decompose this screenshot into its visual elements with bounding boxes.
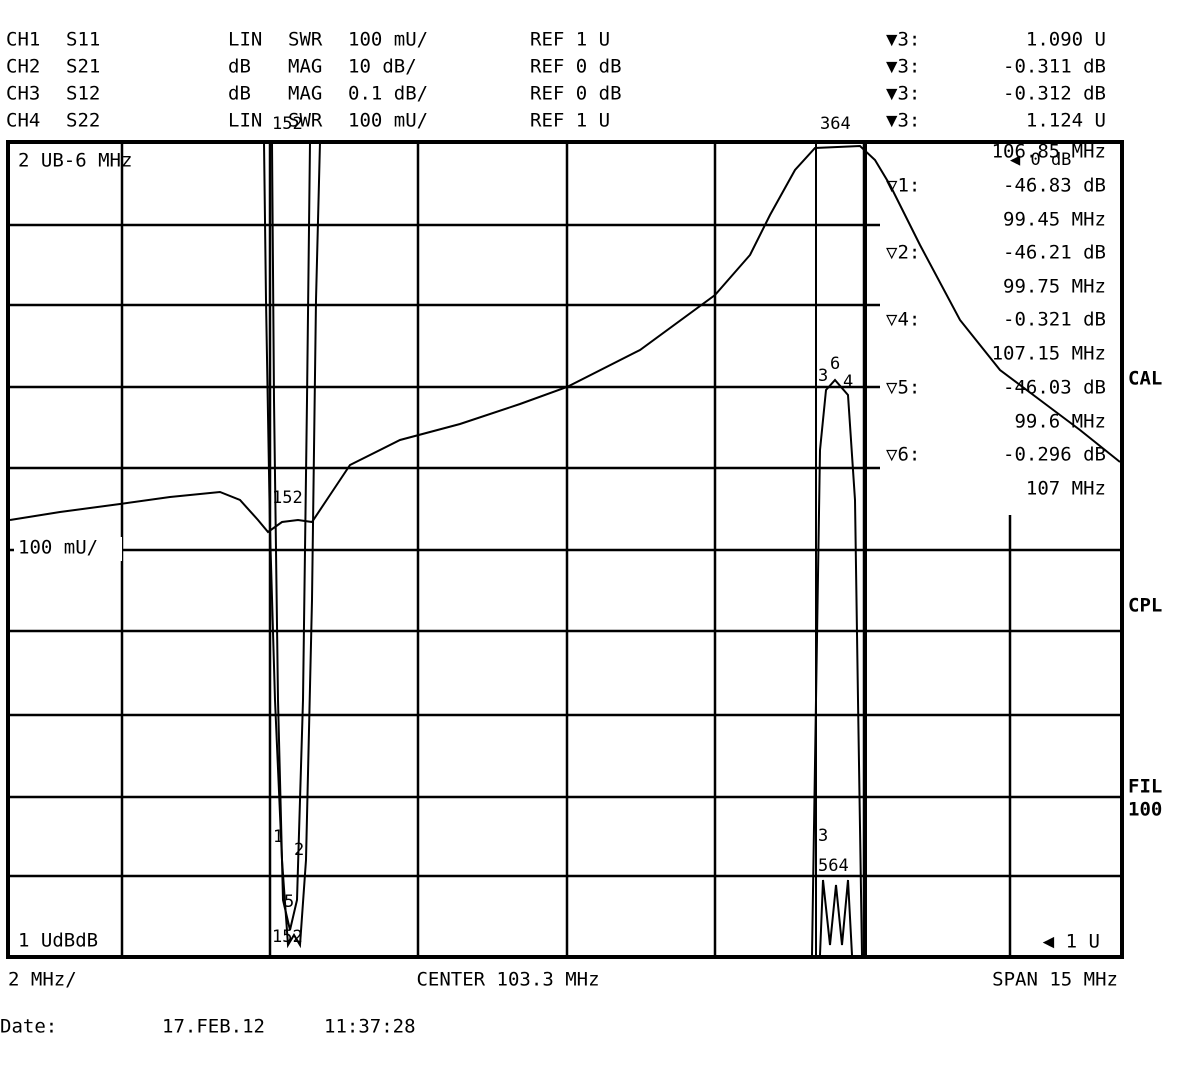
- param: S21: [66, 56, 100, 78]
- kind: SWR: [288, 29, 323, 51]
- format: LIN: [228, 29, 262, 51]
- marker-value: -0.321 dB: [1003, 309, 1106, 331]
- header: CH1 S11 LIN SWR 100 mU/ REF 1 U CH2 S21 …: [6, 29, 1106, 132]
- marker-id: ▼3:: [886, 29, 920, 51]
- marker-value: -46.03 dB: [1003, 377, 1106, 399]
- plot-label: 1 UdBdB: [18, 930, 98, 952]
- trace-marker: 1: [273, 827, 283, 847]
- marker-freq: 99.45 MHz: [1003, 209, 1106, 231]
- marker-freq: 106.85 MHz: [992, 141, 1106, 163]
- format: LIN: [228, 110, 262, 132]
- trace-marker: 5: [284, 892, 294, 912]
- marker-value: -0.311 dB: [1003, 56, 1106, 78]
- trace-marker: 152: [272, 114, 303, 134]
- marker-id: ▽5:: [886, 377, 920, 399]
- marker-freq: 107.15 MHz: [992, 343, 1106, 365]
- time: 11:37:28: [324, 1016, 416, 1038]
- trace-marker: 6: [830, 354, 840, 374]
- marker-value: 1.124 U: [1026, 110, 1106, 132]
- param: S11: [66, 29, 100, 51]
- span: SPAN 15 MHz: [992, 969, 1118, 991]
- trace-marker: 152: [272, 488, 303, 508]
- trace-s11: [9, 144, 1121, 534]
- scale: 0.1 dB/: [348, 83, 428, 105]
- marker-value: -46.21 dB: [1003, 242, 1106, 264]
- marker-panel-bg: [880, 145, 1120, 510]
- footer: 2 MHz/ CENTER 103.3 MHz SPAN 15 MHz Date…: [0, 969, 1118, 1038]
- marker-value: 1.090 U: [1026, 29, 1106, 51]
- trace-s12-low: [271, 141, 311, 931]
- scale: 2 MHz/: [8, 969, 77, 991]
- format: dB: [228, 83, 251, 105]
- marker-value: -0.312 dB: [1003, 83, 1106, 105]
- marker-id: ▽6:: [886, 444, 920, 466]
- channel: CH3: [6, 83, 40, 105]
- scale: 100 mU/: [348, 29, 428, 51]
- param: S12: [66, 83, 100, 105]
- traces: [9, 141, 1121, 956]
- scale: 10 dB/: [348, 56, 417, 78]
- date-label: Date:: [0, 1016, 57, 1038]
- marker-id: ▽2:: [886, 242, 920, 264]
- param: S22: [66, 110, 100, 132]
- marker-freq: 99.6 MHz: [1014, 411, 1106, 433]
- plot-label: ◀ 1 U: [1043, 931, 1100, 953]
- marker-freq: 99.75 MHz: [1003, 276, 1106, 298]
- channel: CH1: [6, 29, 40, 51]
- date: 17.FEB.12: [162, 1016, 265, 1038]
- softkey: CPL: [1128, 595, 1162, 617]
- kind: MAG: [288, 56, 322, 78]
- kind: MAG: [288, 83, 322, 105]
- ref: REF 0 dB: [530, 83, 622, 105]
- ref: REF 0 dB: [530, 56, 622, 78]
- format: dB: [228, 56, 251, 78]
- trace-marker: 4: [843, 372, 853, 392]
- center: CENTER 103.3 MHz: [416, 969, 599, 991]
- marker-freq: 107 MHz: [1026, 478, 1106, 500]
- plot-labels: 2 UB-6 MHz 100 mU/ 1 UdBdB ◀ 1 U 152 364…: [14, 114, 1100, 953]
- label-bg: [14, 537, 122, 561]
- trace-marker: 152: [272, 927, 303, 947]
- marker-id: ▼3:: [886, 56, 920, 78]
- plot-label: 2 UB-6 MHz: [18, 150, 132, 172]
- marker-id: ▼3:: [886, 83, 920, 105]
- trace-marker: 3: [818, 366, 828, 386]
- kind: SWR: [288, 110, 323, 132]
- trace-marker: 564: [818, 856, 849, 876]
- marker-id: ▽1:: [886, 175, 920, 197]
- plot-label: 100 mU/: [18, 537, 98, 559]
- softkeys: CAL CPL FIL 100: [1128, 368, 1162, 821]
- trace-marker: 2: [294, 840, 304, 860]
- trace-marker: 3: [818, 826, 828, 846]
- marker-value: -0.296 dB: [1003, 444, 1106, 466]
- scale: 100 mU/: [348, 110, 428, 132]
- trace-marker: 364: [820, 114, 851, 134]
- marker-id: ▼3:: [886, 110, 920, 132]
- trace-s21-high: [811, 378, 863, 956]
- ref: REF 1 U: [530, 29, 610, 51]
- marker-value: -46.83 dB: [1003, 175, 1106, 197]
- trace-s12-high: [819, 879, 853, 956]
- softkey: FIL: [1128, 776, 1162, 798]
- channel: CH4: [6, 110, 40, 132]
- channel: CH2: [6, 56, 40, 78]
- marker-list: 106.85 MHz ◀ 0 dB ▽1: -46.83 dB 99.45 MH…: [886, 141, 1106, 500]
- marker-id: ▽4:: [886, 309, 920, 331]
- softkey: 100: [1128, 799, 1162, 821]
- ref: REF 1 U: [530, 110, 610, 132]
- trace-s21-low: [263, 141, 321, 949]
- ref-indicator: ◀ 0 dB: [1010, 150, 1071, 170]
- softkey: CAL: [1128, 368, 1162, 390]
